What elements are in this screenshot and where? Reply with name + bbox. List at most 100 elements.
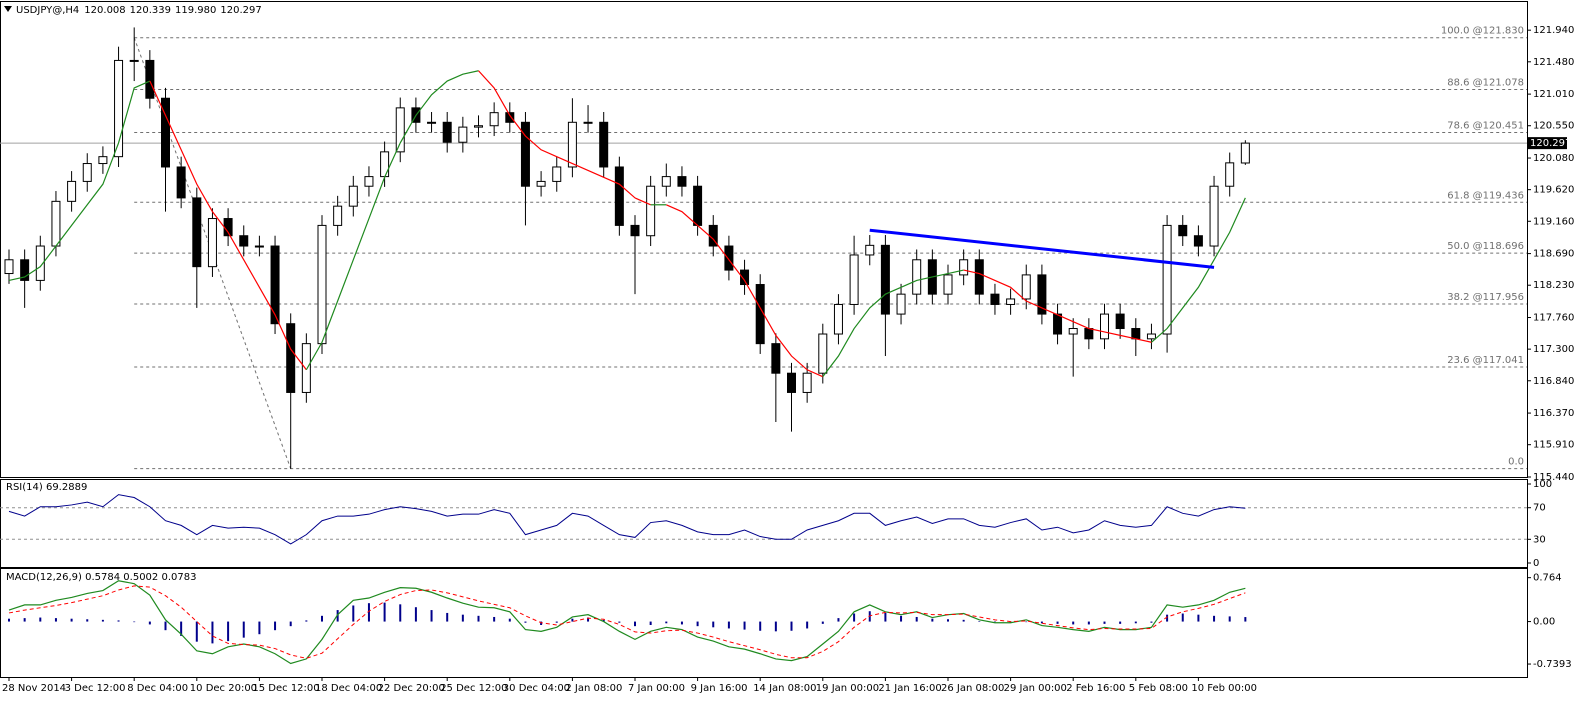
candle-body (661, 176, 671, 187)
y-tick-label: -0.7393 (1533, 659, 1572, 670)
moving-average (822, 269, 964, 378)
header-value: 120.297 (220, 5, 261, 16)
x-tick-label: 8 Dec 04:00 (127, 683, 188, 694)
y-tick-label: 116.370 (1533, 408, 1574, 419)
candle-body (474, 125, 483, 128)
x-tick-label: 3 Dec 12:00 (65, 683, 126, 694)
y-tick-label: 100 (1533, 479, 1552, 490)
candle-body (614, 166, 624, 226)
candle-body (67, 180, 77, 202)
x-tick-label: 14 Jan 08:00 (753, 683, 816, 694)
header-value: 120.339 (130, 5, 171, 16)
last-price-box (1527, 137, 1567, 150)
last-price-label: 120.297 (1530, 138, 1571, 149)
candle-body (677, 176, 687, 187)
y-tick-label: 118.690 (1533, 249, 1574, 260)
x-tick-label: 15 Dec 12:00 (252, 683, 319, 694)
candle-body (1100, 313, 1109, 340)
moving-average (478, 70, 651, 206)
candle-body (646, 185, 656, 237)
y-tick-label: 119.620 (1533, 185, 1574, 196)
x-tick-label: 29 Jan 00:00 (1004, 683, 1067, 694)
y-tick-label: 117.300 (1533, 344, 1574, 355)
candle-body (896, 293, 906, 315)
candle-body (1178, 224, 1188, 237)
y-tick-label: 120.550 (1533, 121, 1574, 132)
y-tick-label: 121.940 (1533, 25, 1574, 36)
macd-main-line (8, 580, 1246, 665)
candle-body (833, 303, 843, 335)
rsi-panel (0, 479, 1528, 568)
candle-body (301, 343, 311, 393)
candle-body (161, 97, 170, 168)
candle-body (333, 205, 343, 226)
fib-label: 100.0 @121.830 (1441, 26, 1524, 37)
candle-body (630, 224, 640, 237)
candle-body (599, 121, 609, 168)
candle-body (176, 166, 186, 199)
fib-label: 50.0 @118.696 (1447, 241, 1524, 252)
x-tick-label: 2 Feb 16:00 (1066, 683, 1125, 694)
x-tick-label: 5 Feb 08:00 (1129, 683, 1188, 694)
candle-body (239, 235, 249, 247)
candle-body (567, 121, 577, 168)
candle-body (380, 151, 390, 178)
candle-body (286, 323, 296, 393)
candle-body (254, 245, 264, 248)
y-tick-label: 30 (1533, 534, 1546, 545)
candle-body (693, 185, 703, 226)
fib-label: 78.6 @120.451 (1447, 121, 1524, 132)
candle-body (1084, 328, 1094, 340)
moving-average (305, 70, 479, 371)
candle-body (489, 112, 499, 127)
candle-body (1193, 235, 1203, 247)
fib-label: 23.6 @117.041 (1447, 355, 1524, 366)
rsi-title: RSI(14) 69.2889 (6, 482, 87, 493)
candle-body (427, 121, 437, 124)
x-tick-label: 10 Feb 00:00 (1191, 683, 1257, 694)
trendline (869, 228, 1215, 269)
candle-body (912, 259, 922, 295)
candle-body (536, 180, 546, 187)
y-tick-label: 0.00 (1533, 617, 1555, 628)
candle-body (755, 284, 765, 345)
y-tick-label: 120.080 (1533, 153, 1574, 164)
y-tick-label: 0 (1533, 558, 1539, 569)
x-tick-label: 21 Jan 16:00 (878, 683, 941, 694)
candle-body (348, 185, 358, 207)
candle-body (1225, 162, 1235, 187)
candle-body (20, 259, 30, 281)
candle-body (82, 163, 92, 182)
fib-label: 0.0 (1508, 457, 1524, 468)
candle-body (943, 274, 953, 295)
header-value: 120.008 (84, 5, 125, 16)
header-value: 119.980 (175, 5, 216, 16)
moving-average (8, 80, 151, 281)
chart-header: USDJPY@,H4 120.008 120.339 119.980 120.297 (16, 5, 262, 16)
x-tick-label: 28 Nov 2014 (2, 683, 66, 694)
candle-body (192, 197, 202, 268)
x-tick-label: 10 Dec 20:00 (190, 683, 257, 694)
candle-body (1162, 224, 1172, 335)
candle-body (35, 245, 45, 281)
candle-body (129, 59, 139, 62)
candle-body (1146, 333, 1156, 340)
candle-body (1037, 274, 1047, 315)
symbol: USDJPY@,H4 (16, 5, 79, 16)
candle-body (1068, 328, 1078, 335)
macd-signal-line (8, 585, 1246, 659)
y-tick-label: 117.760 (1533, 313, 1574, 324)
candle-body (1021, 274, 1031, 300)
candle-body (4, 259, 14, 275)
x-tick-label: 22 Dec 20:00 (378, 683, 445, 694)
candle-body (818, 333, 828, 374)
y-tick-label: 119.160 (1533, 216, 1574, 227)
fib-label: 61.8 @119.436 (1447, 190, 1524, 201)
fib-label: 38.2 @117.956 (1447, 292, 1524, 303)
candle-body (395, 107, 405, 153)
x-tick-label: 19 Jan 00:00 (816, 683, 879, 694)
x-tick-label: 2 Jan 08:00 (565, 683, 622, 694)
moving-average (963, 269, 1152, 343)
